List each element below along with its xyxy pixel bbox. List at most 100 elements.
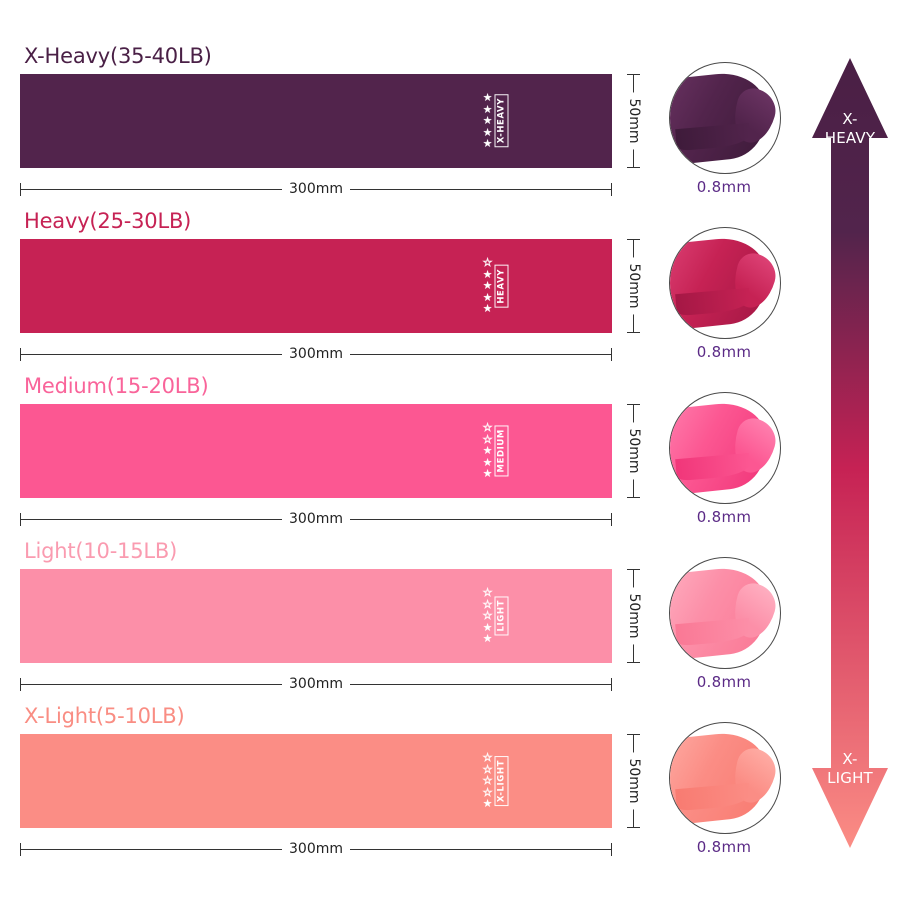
star-filled-icon: ★ (482, 455, 493, 469)
star-hollow-icon: ☆ (482, 785, 493, 799)
band-row-light: Light(10-15LB) ☆ ☆ ☆ ★ ★ LIGHT 300mm 50mm (0, 537, 660, 702)
length-dimension-light: 300mm (20, 675, 612, 695)
thickness-inset-heavy: 0.8mm (664, 227, 784, 377)
star-filled-icon: ★ (482, 102, 493, 116)
arrow-label-top-line2: HEAVY (824, 129, 876, 147)
length-dimension-label-light: 300mm (282, 675, 350, 694)
star-hollow-icon: ☆ (482, 421, 493, 435)
dimension-cap-bottom (627, 662, 640, 663)
band-print-light: ☆ ☆ ☆ ★ ★ LIGHT (482, 580, 508, 652)
dimension-cap-bottom (627, 167, 640, 168)
thickness-label-light: 0.8mm (696, 673, 752, 691)
band-strip-x-heavy: ★ ★ ★ ★ ★ X-HEAVY (20, 74, 612, 168)
dimension-cap-left (20, 678, 21, 691)
width-dimension-x-heavy: 50mm (622, 74, 646, 168)
band-print-x-heavy: ★ ★ ★ ★ ★ X-HEAVY (483, 85, 508, 157)
width-dimension-x-light: 50mm (622, 734, 646, 828)
thickness-photo-circle-heavy (669, 227, 781, 339)
resistance-scale-arrow: X- HEAVY X- LIGHT (812, 58, 888, 848)
star-rating-light: ☆ ☆ ☆ ★ ★ (482, 586, 493, 645)
band-strip-heavy: ☆ ★ ★ ★ ★ HEAVY (20, 239, 612, 333)
width-dimension-label-x-light: 50mm (626, 752, 642, 810)
width-dimension-label-light: 50mm (626, 587, 642, 645)
arrow-label-top: X- HEAVY (812, 110, 888, 148)
length-dimension-x-light: 300mm (20, 840, 612, 860)
dimension-cap-left (20, 183, 21, 196)
band-row-heavy: Heavy(25-30LB) ☆ ★ ★ ★ ★ HEAVY 300mm 50mm (0, 207, 660, 372)
width-dimension-label-heavy: 50mm (626, 257, 642, 315)
length-dimension-x-heavy: 300mm (20, 180, 612, 200)
band-row-x-light: X-Light(5-10LB) ☆ ☆ ☆ ☆ ★ X-LIGHT 300mm 50mm (0, 702, 660, 867)
length-dimension-heavy: 300mm (20, 345, 612, 365)
width-dimension-label-medium: 50mm (626, 422, 642, 480)
star-filled-icon: ★ (482, 797, 493, 811)
arrow-label-bottom: X- LIGHT (812, 750, 888, 788)
thickness-inset-medium: 0.8mm (664, 392, 784, 542)
star-filled-icon: ★ (482, 620, 493, 634)
dimension-cap-right (611, 183, 612, 196)
dimension-cap-right (611, 513, 612, 526)
band-strip-medium: ☆ ☆ ★ ★ ★ MEDIUM (20, 404, 612, 498)
thickness-photo-circle-medium (669, 392, 781, 504)
dimension-cap-bottom (627, 827, 640, 828)
length-dimension-label-x-heavy: 300mm (282, 180, 350, 199)
star-filled-icon: ★ (482, 125, 493, 139)
star-filled-icon: ★ (482, 91, 493, 105)
width-dimension-heavy: 50mm (622, 239, 646, 333)
dimension-cap-right (611, 348, 612, 361)
star-hollow-icon: ☆ (482, 586, 493, 600)
star-hollow-icon: ☆ (482, 609, 493, 623)
dimension-cap-top (627, 239, 640, 240)
star-filled-icon: ★ (482, 267, 493, 281)
star-rating-medium: ☆ ☆ ★ ★ ★ (482, 421, 493, 480)
star-hollow-icon: ☆ (482, 751, 493, 765)
band-title-medium: Medium(15-20LB) (24, 374, 209, 398)
star-filled-icon: ★ (482, 137, 493, 151)
band-title-heavy: Heavy(25-30LB) (24, 209, 192, 233)
dimension-cap-top (627, 74, 640, 75)
thickness-label-heavy: 0.8mm (696, 343, 752, 361)
band-print-x-light: ☆ ☆ ☆ ☆ ★ X-LIGHT (482, 745, 508, 817)
band-print-label-x-light: X-LIGHT (494, 755, 508, 807)
band-strip-light: ☆ ☆ ☆ ★ ★ LIGHT (20, 569, 612, 663)
dimension-cap-bottom (627, 332, 640, 333)
arrow-label-bottom-line2: LIGHT (827, 769, 873, 787)
thickness-label-x-heavy: 0.8mm (696, 178, 752, 196)
dimension-cap-top (627, 404, 640, 405)
star-filled-icon: ★ (482, 279, 493, 293)
star-hollow-icon: ☆ (482, 256, 493, 270)
width-dimension-light: 50mm (622, 569, 646, 663)
dimension-cap-top (627, 734, 640, 735)
star-rating-x-heavy: ★ ★ ★ ★ ★ (483, 92, 493, 150)
width-dimension-medium: 50mm (622, 404, 646, 498)
thickness-label-medium: 0.8mm (696, 508, 752, 526)
length-dimension-label-x-light: 300mm (282, 840, 350, 859)
thickness-label-x-light: 0.8mm (696, 838, 752, 856)
star-filled-icon: ★ (482, 290, 493, 304)
dimension-cap-right (611, 678, 612, 691)
thickness-inset-x-light: 0.8mm (664, 722, 784, 872)
band-print-label-light: LIGHT (494, 596, 508, 636)
band-print-heavy: ☆ ★ ★ ★ ★ HEAVY (482, 250, 508, 322)
dimension-cap-right (611, 843, 612, 856)
arrow-label-bottom-line1: X- (842, 750, 858, 768)
star-filled-icon: ★ (482, 114, 493, 128)
thickness-photo-circle-light (669, 557, 781, 669)
double-arrow-icon (812, 58, 888, 848)
band-strip-x-light: ☆ ☆ ☆ ☆ ★ X-LIGHT (20, 734, 612, 828)
dimension-cap-left (20, 513, 21, 526)
thickness-photo-circle-x-heavy (669, 62, 781, 174)
band-print-label-x-heavy: X-HEAVY (494, 94, 508, 148)
dimension-cap-left (20, 843, 21, 856)
arrow-label-top-line1: X- (842, 110, 858, 128)
width-dimension-label-x-heavy: 50mm (626, 92, 642, 150)
star-filled-icon: ★ (482, 302, 493, 316)
length-dimension-label-heavy: 300mm (282, 345, 350, 364)
band-title-light: Light(10-15LB) (24, 539, 178, 563)
dimension-cap-top (627, 569, 640, 570)
star-rating-heavy: ☆ ★ ★ ★ ★ (482, 256, 493, 316)
thickness-inset-light: 0.8mm (664, 557, 784, 707)
star-rating-x-light: ☆ ☆ ☆ ☆ ★ (482, 751, 493, 811)
length-dimension-medium: 300mm (20, 510, 612, 530)
band-row-medium: Medium(15-20LB) ☆ ☆ ★ ★ ★ MEDIUM 300mm 50mm (0, 372, 660, 537)
